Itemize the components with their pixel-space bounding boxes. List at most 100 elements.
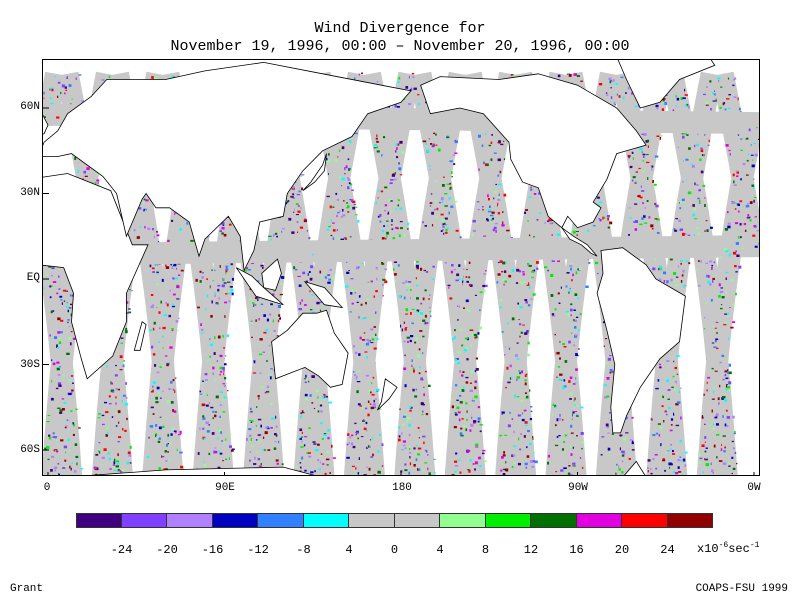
divergence-speck <box>747 153 749 155</box>
divergence-speck <box>143 198 146 201</box>
divergence-speck <box>128 453 132 457</box>
divergence-speck <box>199 390 202 393</box>
divergence-speck <box>71 462 73 464</box>
swath-fill <box>43 71 759 475</box>
divergence-speck <box>429 202 433 204</box>
divergence-speck <box>358 370 361 373</box>
divergence-speck <box>571 271 573 273</box>
divergence-speck <box>706 274 709 278</box>
divergence-speck <box>673 228 676 231</box>
wind-divergence-map <box>43 60 759 475</box>
divergence-speck <box>640 185 642 188</box>
divergence-speck <box>265 329 269 332</box>
divergence-speck <box>605 423 609 427</box>
divergence-speck <box>430 143 433 145</box>
divergence-speck <box>84 175 88 177</box>
divergence-speck <box>552 413 554 416</box>
divergence-speck <box>658 434 661 437</box>
divergence-speck <box>610 96 613 100</box>
divergence-speck <box>257 299 259 301</box>
divergence-speck <box>730 326 734 329</box>
divergence-speck <box>556 233 560 236</box>
divergence-speck <box>336 214 338 218</box>
divergence-speck <box>215 411 217 413</box>
divergence-speck <box>52 432 55 435</box>
divergence-speck <box>720 287 723 289</box>
divergence-speck <box>366 429 368 432</box>
divergence-speck <box>499 299 503 302</box>
divergence-speck <box>353 203 357 206</box>
divergence-speck <box>434 208 436 211</box>
divergence-speck <box>662 99 665 102</box>
divergence-speck <box>387 224 389 227</box>
divergence-speck <box>43 97 45 99</box>
divergence-speck <box>428 165 432 167</box>
divergence-speck <box>710 226 713 229</box>
divergence-speck <box>73 423 75 427</box>
divergence-speck <box>469 382 472 384</box>
divergence-speck <box>746 159 749 162</box>
divergence-speck <box>428 472 431 475</box>
divergence-speck <box>446 136 450 138</box>
divergence-speck <box>379 220 382 223</box>
divergence-speck <box>745 204 750 208</box>
divergence-speck <box>297 275 301 277</box>
divergence-speck <box>574 293 578 296</box>
divergence-speck <box>501 278 506 281</box>
divergence-speck <box>525 466 528 469</box>
divergence-speck <box>662 271 666 275</box>
legend-swatch-1 <box>121 513 167 528</box>
divergence-speck <box>516 342 519 344</box>
divergence-speck <box>455 279 459 282</box>
divergence-speck <box>474 468 476 471</box>
divergence-speck <box>145 208 147 211</box>
divergence-speck <box>197 306 200 309</box>
divergence-speck <box>715 340 717 343</box>
divergence-speck <box>425 271 429 273</box>
divergence-speck <box>637 195 640 197</box>
divergence-speck <box>484 284 488 288</box>
divergence-speck <box>200 328 204 331</box>
divergence-speck <box>173 76 175 78</box>
divergence-speck <box>455 384 458 387</box>
divergence-speck <box>524 424 528 427</box>
divergence-speck <box>507 424 511 428</box>
divergence-speck <box>56 292 59 295</box>
divergence-speck <box>337 211 340 214</box>
divergence-speck <box>698 189 701 192</box>
divergence-speck <box>398 295 402 298</box>
divergence-speck <box>682 232 685 236</box>
divergence-speck <box>454 470 457 473</box>
divergence-speck <box>532 437 534 440</box>
divergence-speck <box>713 261 716 264</box>
divergence-speck <box>279 293 283 296</box>
divergence-speck <box>367 445 370 448</box>
divergence-speck <box>329 234 331 237</box>
divergence-speck <box>420 302 423 305</box>
divergence-speck <box>108 395 111 398</box>
divergence-speck <box>575 368 578 371</box>
divergence-speck <box>559 373 563 376</box>
divergence-speck <box>358 266 360 269</box>
divergence-speck <box>49 334 51 337</box>
divergence-speck <box>268 345 270 347</box>
divergence-speck <box>454 465 459 467</box>
legend-swatch-10 <box>531 513 577 528</box>
divergence-speck <box>287 200 290 202</box>
divergence-speck <box>642 202 644 205</box>
divergence-speck <box>156 307 158 308</box>
divergence-speck <box>381 443 384 446</box>
divergence-speck <box>581 441 585 444</box>
divergence-speck <box>670 99 672 101</box>
divergence-speck <box>694 144 696 148</box>
divergence-speck <box>203 461 205 463</box>
divergence-speck <box>413 464 416 467</box>
divergence-speck <box>228 300 231 303</box>
divergence-speck <box>422 352 424 355</box>
divergence-speck <box>363 474 367 475</box>
divergence-speck <box>681 274 684 277</box>
divergence-speck <box>288 217 292 221</box>
divergence-speck <box>547 220 550 222</box>
divergence-speck <box>417 468 419 471</box>
divergence-speck <box>428 298 430 300</box>
